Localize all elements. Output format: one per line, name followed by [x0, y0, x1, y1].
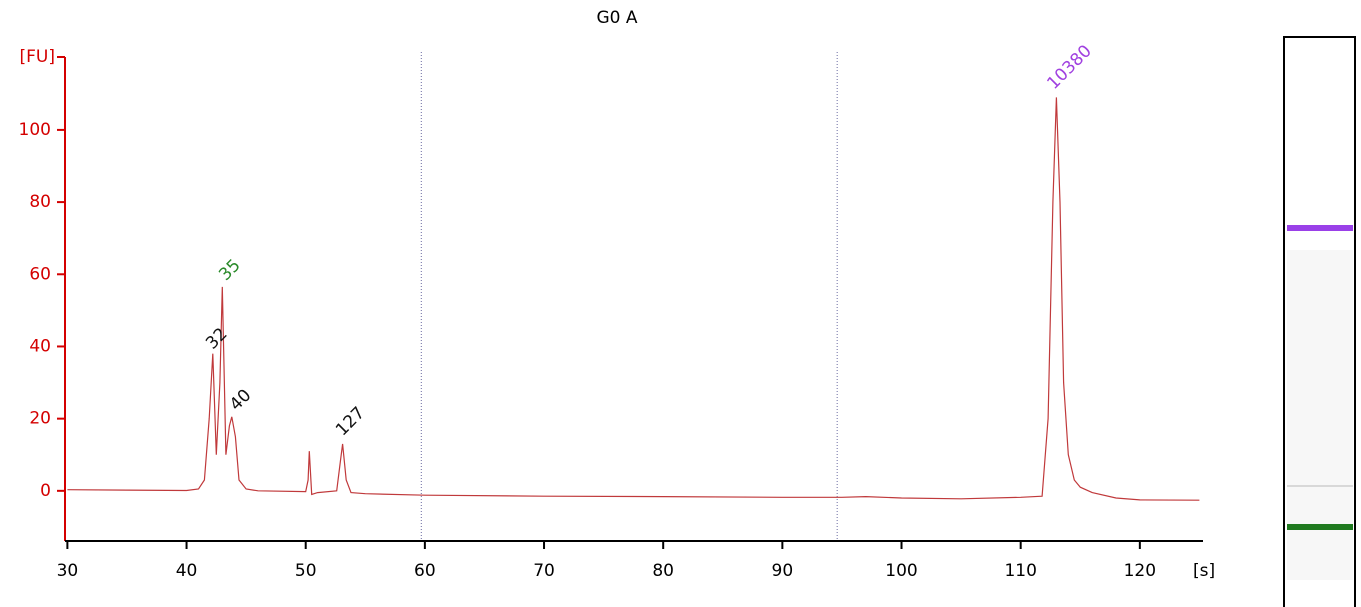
y-tick-label: 100: [19, 120, 51, 140]
peak-label: 40: [226, 385, 255, 414]
x-tick-label: 110: [1004, 561, 1036, 581]
peak-label: 32: [202, 324, 231, 353]
x-tick-label: 90: [772, 561, 794, 581]
x-tick-label: 50: [295, 561, 317, 581]
x-tick-label: 70: [533, 561, 555, 581]
x-tick-label: 120: [1124, 561, 1156, 581]
y-tick-label: 40: [29, 336, 51, 356]
y-axis-label: [FU]: [20, 47, 56, 67]
lane-shade: [1287, 250, 1353, 580]
y-tick-label: 20: [29, 409, 51, 429]
gel-lane: [1283, 36, 1356, 607]
y-tick-label: 0: [40, 481, 51, 501]
peak-label: 127: [332, 403, 369, 440]
chart-title: G0 A: [596, 8, 637, 28]
y-tick-label: 80: [29, 192, 51, 212]
x-tick-label: 30: [57, 561, 79, 581]
trace: [67, 97, 1200, 501]
upper-band: [1287, 225, 1353, 231]
faint-band: [1287, 485, 1353, 487]
x-axis-label: [s]: [1193, 561, 1215, 581]
y-tick-label: 60: [29, 264, 51, 284]
peak-label: 35: [215, 256, 244, 285]
x-tick-label: 60: [414, 561, 436, 581]
x-tick-label: 40: [176, 561, 198, 581]
lower-band: [1287, 524, 1353, 530]
x-tick-label: 80: [652, 561, 674, 581]
peak-label: 10380: [1043, 41, 1095, 93]
x-tick-label: 100: [885, 561, 917, 581]
